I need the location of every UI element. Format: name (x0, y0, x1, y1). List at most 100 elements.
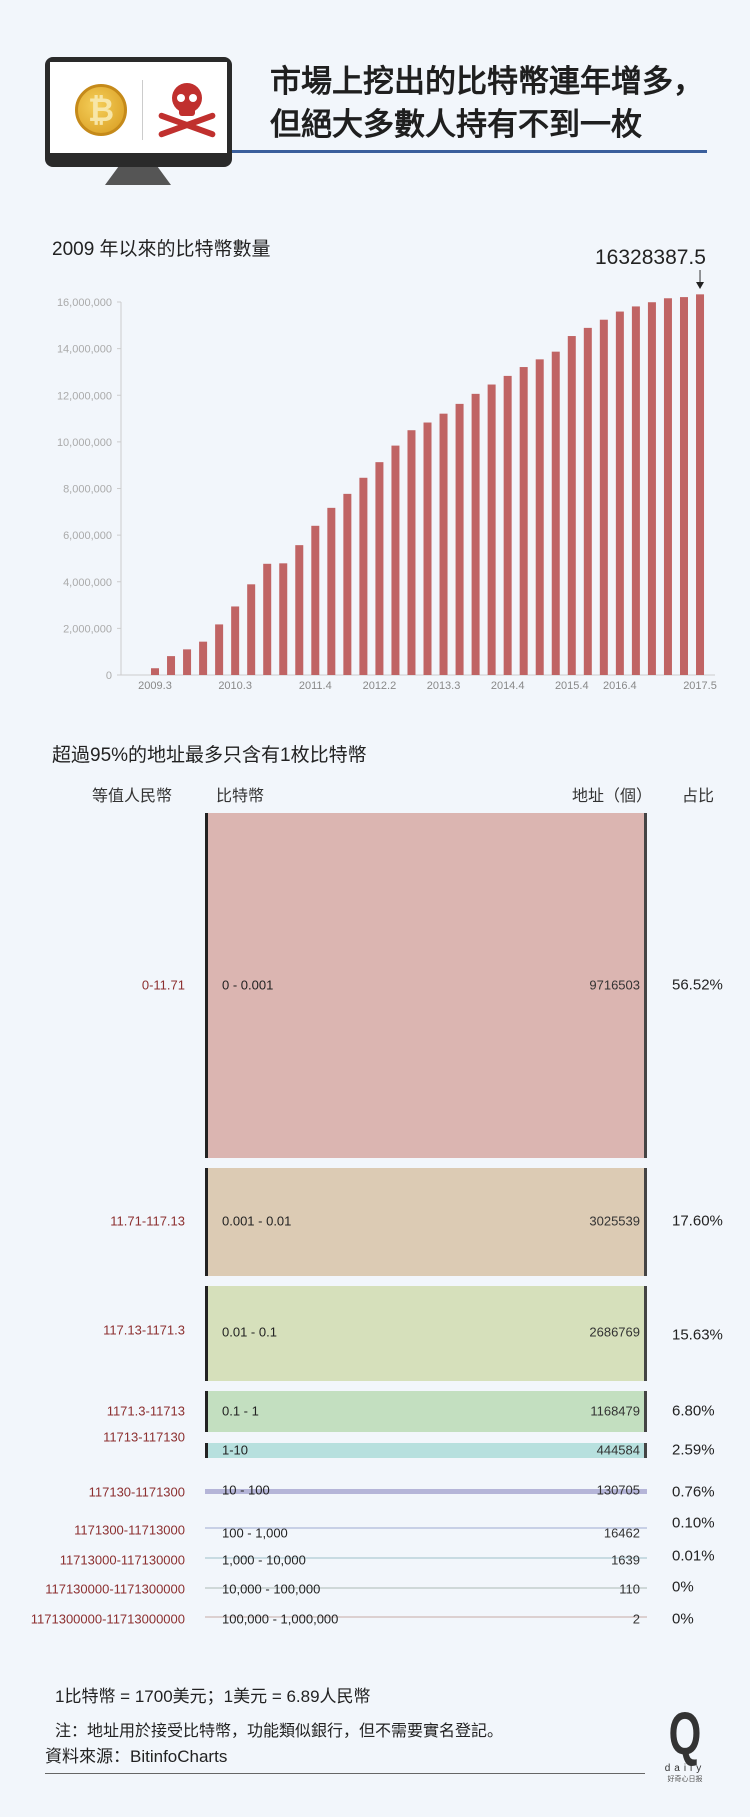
divider (142, 80, 143, 140)
bar (696, 294, 705, 675)
x-tick-label: 2011.4 (299, 680, 332, 692)
btc-range-label: 100 - 1,000 (222, 1525, 288, 1541)
exchange-rate-note: 1比特幣 = 1700美元；1美元 = 6.89人民幣 (55, 1687, 371, 1706)
bitcoin-coin-icon: ₿ (75, 84, 127, 136)
address-count: 2686769 (589, 1324, 640, 1340)
distribution-bar (205, 1391, 647, 1432)
share-percent: 0.01% (672, 1547, 715, 1565)
col-header-btc: 比特幣 (216, 788, 265, 805)
bar (423, 422, 432, 675)
title-underline (232, 150, 707, 153)
chart-title: 2009 年以來的比特幣數量 (52, 239, 271, 260)
bar (151, 668, 159, 675)
share-percent: 56.52% (672, 976, 723, 994)
share-percent: 0% (672, 1578, 694, 1596)
footnote: 注：地址用於接受比特幣，功能類似銀行，但不需要實名登記。 (55, 1723, 504, 1740)
bar (535, 359, 544, 675)
share-percent: 15.63% (672, 1326, 723, 1344)
bar (311, 525, 320, 675)
bar (231, 606, 240, 675)
page-title: 市場上挖出的比特幣連年增多， 但絕大多數人持有不到一枚 (270, 60, 704, 146)
qdaily-logo: Q daily 好奇心日报 (664, 1700, 706, 1784)
share-percent: 0.76% (672, 1483, 715, 1501)
col-header-rmb: 等值人民幣 (92, 788, 173, 805)
bar (183, 649, 192, 675)
bar (487, 384, 496, 675)
chart-annotation: 16328387.5 (595, 246, 706, 269)
bar (583, 327, 592, 675)
bar (279, 563, 288, 675)
btc-range-label: 0.1 - 1 (222, 1403, 259, 1419)
x-tick-label: 2013.3 (427, 680, 461, 692)
bar (471, 393, 480, 675)
btc-range-label: 0 - 0.001 (222, 977, 274, 993)
distribution-bar (205, 1527, 647, 1529)
share-percent: 0.10% (672, 1514, 715, 1532)
share-percent: 2.59% (672, 1441, 715, 1459)
distribution-bar (205, 1557, 647, 1559)
address-count: 3025539 (589, 1213, 640, 1229)
btc-range-label: 0.01 - 0.1 (222, 1324, 277, 1340)
rmb-range-label: 1171300000-11713000000 (30, 1611, 185, 1627)
address-count: 9716503 (589, 977, 640, 993)
btc-range-label: 1,000 - 10,000 (222, 1552, 306, 1568)
bar (551, 351, 560, 675)
col-header-share: 占比 (682, 788, 715, 805)
bar-chart: 0 2,000,000 4,000,000 6,000,000 8,000,000 10,… (57, 270, 717, 692)
bar (599, 319, 608, 675)
share-percent: 17.60% (672, 1212, 723, 1230)
x-tick-label: 2017.5 (683, 680, 717, 692)
bar (567, 336, 576, 675)
share-percent: 0% (672, 1610, 694, 1628)
bar (519, 367, 528, 675)
y-tick-label: 10,000,000 (57, 437, 112, 449)
btc-range-label: 1-10 (222, 1442, 249, 1458)
distribution-bar (205, 1616, 647, 1618)
distribution-bar (205, 1443, 647, 1458)
x-tick-label: 2012.2 (363, 680, 397, 692)
bar (503, 375, 512, 675)
bar (327, 507, 336, 675)
x-tick-label: 2009.3 (138, 680, 172, 692)
address-count: 110 (619, 1581, 640, 1597)
address-count: 130705 (596, 1482, 640, 1498)
bar (215, 624, 224, 675)
btc-range-label: 0.001 - 0.01 (222, 1213, 292, 1229)
y-tick-label: 0 (106, 670, 112, 682)
title-line-2: 但絕大多數人持有不到一枚 (270, 107, 642, 142)
btc-range-label: 10 - 100 (222, 1482, 270, 1498)
bar (407, 430, 416, 675)
bar (647, 302, 656, 675)
rmb-range-label: 11.71-117.13 (110, 1213, 185, 1229)
bar (343, 493, 352, 675)
share-percent: 6.80% (672, 1402, 715, 1420)
address-count: 1168479 (590, 1403, 640, 1419)
bar (247, 584, 256, 675)
y-tick-label: 2,000,000 (63, 623, 112, 635)
distribution-bar (205, 1587, 647, 1589)
rmb-range-label: 0-11.71 (141, 977, 185, 993)
rmb-range-label: 11713-117130 (103, 1429, 185, 1445)
monitor-illustration: ₿ (45, 57, 232, 167)
btc-range-label: 100,000 - 1,000,000 (222, 1611, 339, 1627)
bar (199, 641, 208, 675)
x-tick-label: 2016.4 (603, 680, 637, 692)
bar (679, 297, 688, 675)
bar (359, 477, 368, 675)
table-title: 超過95%的地址最多只含有1枚比特幣 (52, 745, 367, 766)
source: 資料來源：BitinfoCharts (45, 1747, 228, 1766)
bar (295, 545, 304, 675)
rmb-range-label: 117.13-1171.3 (103, 1322, 185, 1338)
btc-range-label: 10,000 - 100,000 (222, 1581, 321, 1597)
bar (455, 403, 464, 675)
monitor-screen: ₿ (50, 62, 227, 153)
annotation-arrow-icon (696, 282, 705, 289)
bar (663, 298, 672, 675)
col-header-addresses: 地址（個） (572, 788, 653, 805)
address-count: 2 (632, 1611, 640, 1627)
x-tick-label: 2015.4 (555, 680, 589, 692)
title-line-1: 市場上挖出的比特幣連年增多， (270, 64, 704, 99)
y-tick-label: 12,000,000 (57, 390, 112, 402)
bar (439, 413, 448, 675)
bar (263, 563, 272, 675)
